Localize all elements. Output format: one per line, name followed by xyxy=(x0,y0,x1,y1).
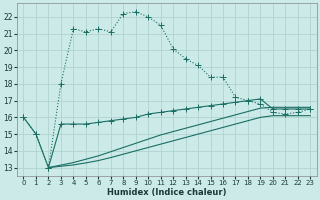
X-axis label: Humidex (Indice chaleur): Humidex (Indice chaleur) xyxy=(107,188,227,197)
